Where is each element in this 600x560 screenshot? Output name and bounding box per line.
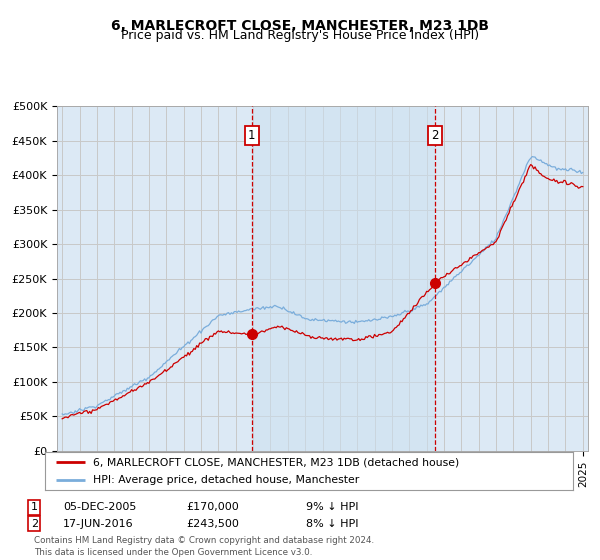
Text: 2: 2 — [431, 129, 439, 142]
Text: £243,500: £243,500 — [186, 519, 239, 529]
Text: 9% ↓ HPI: 9% ↓ HPI — [306, 502, 359, 512]
Text: 8% ↓ HPI: 8% ↓ HPI — [306, 519, 359, 529]
Text: 1: 1 — [248, 129, 256, 142]
Text: 6, MARLECROFT CLOSE, MANCHESTER, M23 1DB: 6, MARLECROFT CLOSE, MANCHESTER, M23 1DB — [111, 19, 489, 33]
Text: 2: 2 — [31, 519, 38, 529]
Text: £170,000: £170,000 — [186, 502, 239, 512]
Bar — [251, 106, 434, 451]
Text: Price paid vs. HM Land Registry's House Price Index (HPI): Price paid vs. HM Land Registry's House … — [121, 29, 479, 42]
Text: 1: 1 — [31, 502, 38, 512]
Text: 17-JUN-2016: 17-JUN-2016 — [63, 519, 134, 529]
Text: Contains HM Land Registry data © Crown copyright and database right 2024.
This d: Contains HM Land Registry data © Crown c… — [34, 536, 374, 557]
Text: HPI: Average price, detached house, Manchester: HPI: Average price, detached house, Manc… — [92, 475, 359, 486]
Text: 05-DEC-2005: 05-DEC-2005 — [63, 502, 136, 512]
Text: 6, MARLECROFT CLOSE, MANCHESTER, M23 1DB (detached house): 6, MARLECROFT CLOSE, MANCHESTER, M23 1DB… — [92, 457, 459, 467]
